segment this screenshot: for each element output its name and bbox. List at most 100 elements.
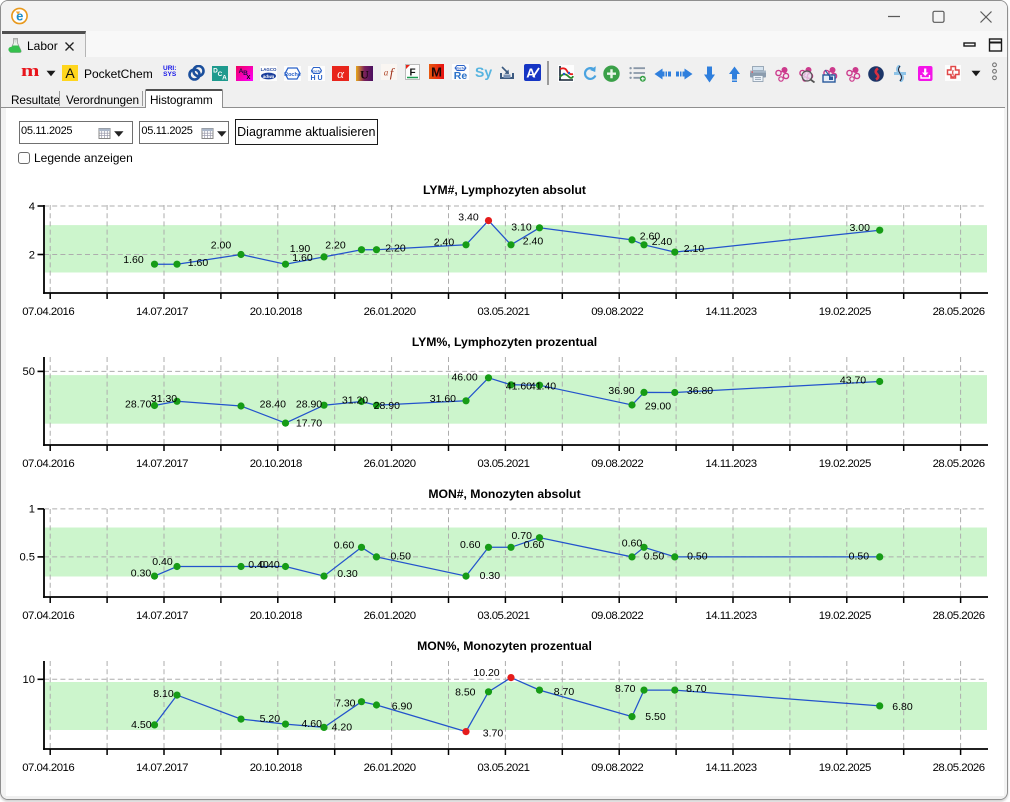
svg-text:2.00: 2.00	[211, 239, 232, 251]
svg-text:A: A	[65, 65, 75, 81]
svg-text:41.40: 41.40	[530, 380, 556, 392]
svg-text:LAGCO: LAGCO	[261, 67, 277, 72]
svg-text:2: 2	[29, 249, 35, 261]
svg-text:14.07.2017: 14.07.2017	[136, 458, 188, 470]
svg-text:Re: Re	[454, 70, 468, 80]
svg-text:2.20: 2.20	[325, 240, 346, 252]
svg-text:0.70: 0.70	[511, 530, 532, 542]
svg-text:14.11.2023: 14.11.2023	[705, 762, 756, 774]
svg-text:0.60: 0.60	[622, 538, 643, 550]
svg-text:LYM#, Lymphozyten absolut: LYM#, Lymphozyten absolut	[423, 183, 586, 197]
svg-text:4.60: 4.60	[301, 718, 322, 730]
svg-text:28.70: 28.70	[125, 399, 151, 411]
svg-text:14.07.2017: 14.07.2017	[136, 762, 188, 774]
svg-text:3.70: 3.70	[483, 727, 504, 739]
svg-text:14.07.2017: 14.07.2017	[136, 610, 188, 622]
svg-text:Roche: Roche	[284, 71, 301, 77]
svg-text:50: 50	[23, 366, 35, 378]
svg-text:Roche: Roche	[311, 69, 322, 73]
svg-text:17.70: 17.70	[296, 417, 322, 429]
svg-text:0.40: 0.40	[259, 559, 280, 571]
svg-text:20.10.2018: 20.10.2018	[250, 762, 302, 774]
svg-text:0.30: 0.30	[131, 567, 152, 579]
svg-text:e: e	[16, 9, 23, 24]
svg-text:3.10: 3.10	[511, 222, 532, 234]
svg-text:2.10: 2.10	[684, 243, 705, 255]
svg-text:f: f	[390, 65, 396, 80]
svg-text:MON#, Monozyten absolut: MON#, Monozyten absolut	[428, 487, 580, 501]
svg-text:26.01.2020: 26.01.2020	[364, 306, 416, 318]
svg-text:2.40: 2.40	[434, 237, 455, 249]
svg-text:8.10: 8.10	[153, 688, 174, 700]
svg-text:H U: H U	[310, 75, 322, 81]
svg-text:19.02.2025: 19.02.2025	[819, 762, 871, 774]
svg-text:6.80: 6.80	[892, 701, 913, 713]
svg-text:09.08.2022: 09.08.2022	[591, 762, 643, 774]
svg-text:14.11.2023: 14.11.2023	[705, 306, 756, 318]
svg-text:07.04.2016: 07.04.2016	[22, 610, 74, 622]
svg-text:31.20: 31.20	[342, 395, 368, 407]
svg-text:x: x	[247, 74, 251, 81]
svg-text:2.40: 2.40	[652, 236, 673, 248]
svg-text:1: 1	[29, 504, 35, 516]
svg-text:0.50: 0.50	[687, 551, 708, 563]
svg-text:03.05.2021: 03.05.2021	[477, 762, 529, 774]
svg-text:31.30: 31.30	[151, 393, 177, 405]
svg-text:07.04.2016: 07.04.2016	[22, 458, 74, 470]
svg-text:3.00: 3.00	[849, 222, 870, 234]
svg-text:14.07.2017: 14.07.2017	[136, 306, 188, 318]
svg-text:10: 10	[23, 674, 35, 686]
svg-text:2.60: 2.60	[640, 230, 661, 242]
svg-text:LYM%, Lymphozyten prozentual: LYM%, Lymphozyten prozentual	[412, 335, 597, 349]
svg-text:Roche: Roche	[455, 66, 465, 70]
svg-text:3.40: 3.40	[458, 212, 479, 224]
svg-text:03.05.2021: 03.05.2021	[477, 306, 529, 318]
svg-text:8.70: 8.70	[554, 686, 575, 698]
svg-text:A: A	[526, 65, 536, 80]
svg-text:28.05.2026: 28.05.2026	[933, 306, 985, 318]
svg-text:19.02.2025: 19.02.2025	[819, 458, 871, 470]
svg-text:α: α	[337, 66, 345, 81]
svg-text:19.02.2025: 19.02.2025	[819, 610, 871, 622]
svg-text:8.70: 8.70	[686, 683, 707, 695]
svg-text:28.90: 28.90	[296, 399, 322, 411]
svg-text:28.40: 28.40	[260, 399, 286, 411]
svg-text:0.50: 0.50	[849, 551, 870, 563]
svg-text:10.20: 10.20	[473, 667, 499, 679]
svg-text:4: 4	[29, 201, 35, 213]
svg-text:D: D	[213, 67, 218, 74]
svg-text:09.08.2022: 09.08.2022	[591, 610, 643, 622]
svg-text:5.20: 5.20	[260, 713, 281, 725]
svg-text:14.11.2023: 14.11.2023	[705, 458, 756, 470]
svg-text:5.50: 5.50	[645, 711, 666, 723]
svg-text:C: C	[218, 71, 223, 78]
svg-text:0.40: 0.40	[152, 556, 173, 568]
svg-text:8.50: 8.50	[455, 686, 476, 698]
svg-text:28.05.2026: 28.05.2026	[933, 458, 985, 470]
svg-text:6.90: 6.90	[392, 701, 413, 713]
svg-text:2.40: 2.40	[523, 236, 544, 248]
svg-text:03.05.2021: 03.05.2021	[477, 458, 529, 470]
svg-text:7.30: 7.30	[335, 697, 356, 709]
svg-text:29.00: 29.00	[645, 401, 671, 413]
svg-text:U: U	[360, 67, 369, 81]
svg-text:46.00: 46.00	[451, 371, 477, 383]
svg-text:0.60: 0.60	[460, 539, 481, 551]
svg-text:36.90: 36.90	[608, 385, 634, 397]
svg-text:19.02.2025: 19.02.2025	[819, 306, 871, 318]
svg-text:20.10.2018: 20.10.2018	[250, 610, 302, 622]
svg-text:43.70: 43.70	[840, 375, 866, 387]
svg-text:4.50: 4.50	[131, 719, 152, 731]
svg-text:0.60: 0.60	[524, 539, 545, 551]
svg-text:adwa: adwa	[263, 74, 275, 79]
svg-text:MON%, Monozyten prozentual: MON%, Monozyten prozentual	[417, 639, 592, 653]
svg-text:26.01.2020: 26.01.2020	[364, 762, 416, 774]
svg-text:4.20: 4.20	[332, 721, 353, 733]
svg-text:28.90: 28.90	[374, 400, 400, 412]
svg-text:41.60: 41.60	[506, 380, 532, 392]
svg-text:20.10.2018: 20.10.2018	[250, 306, 302, 318]
svg-text:0.60: 0.60	[334, 539, 355, 551]
svg-text:31.60: 31.60	[430, 393, 456, 405]
svg-text:0.50: 0.50	[390, 550, 411, 562]
svg-text:26.01.2020: 26.01.2020	[364, 458, 416, 470]
